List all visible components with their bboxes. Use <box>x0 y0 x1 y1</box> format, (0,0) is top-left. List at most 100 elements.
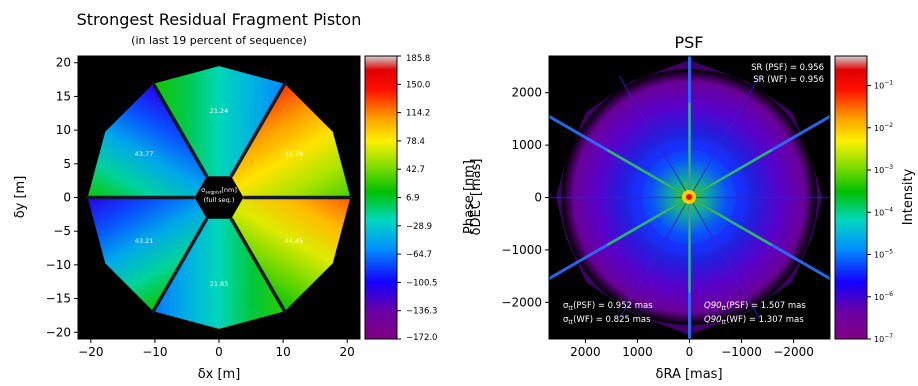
colorbar-tick-label: 10−1 <box>874 80 893 91</box>
x-tick-label: 0 <box>215 345 223 359</box>
colorbar-tick-label: 114.2 <box>406 109 430 119</box>
y-tick-label: 20 <box>56 56 71 70</box>
fragment-std-label: 44.45 <box>285 237 304 245</box>
x-tick-label: −20 <box>78 345 103 359</box>
x-tick-label: 1000 <box>622 345 653 359</box>
colorbar-tick-label: −28.9 <box>406 222 432 232</box>
intensity-colorbar-label: Intensity <box>901 168 916 225</box>
colorbar-tick-label: 6.9 <box>406 194 420 204</box>
spider-arm <box>229 81 288 178</box>
center-label-line2: (full seq.) <box>204 196 235 204</box>
sigma-wf-label: σtt(WF) = 0.825 mas <box>563 315 651 326</box>
left-x-axis: −20 −10 0 10 20 <box>78 339 355 359</box>
right-panel: PSF SR (PSF) = 0.956 SR (WF) = 0.956 σtt… <box>469 33 916 382</box>
spider-arm <box>150 81 209 178</box>
colorbar-tick-label: 150.0 <box>406 80 430 90</box>
fragment-std-label: 42.76 <box>285 150 304 158</box>
fragment-std-label: 43.77 <box>135 150 154 158</box>
y-tick-label: −1000 <box>501 243 542 257</box>
y-tick-label: 0 <box>63 191 71 205</box>
colorbar-tick-label: 42.7 <box>406 165 425 175</box>
psf-secondary-spike <box>688 197 761 320</box>
colorbar-tick-label: −136.3 <box>406 307 437 317</box>
intensity-colorbar-ticks: 10−1 10−2 10−3 10−4 10−5 10−6 10−7 <box>867 80 893 344</box>
center-label-sigma: σ <box>201 186 205 194</box>
sr-wf-label: SR (WF) = 0.956 <box>753 75 824 85</box>
left-y-axis: 20 15 10 5 0 −5 −10 −15 −20 <box>46 56 78 339</box>
fragment-lower-left <box>87 197 207 312</box>
y-tick-label: 5 <box>63 157 71 171</box>
y-tick-label: −20 <box>46 325 71 339</box>
phase-colorbar-ticks: 185.8 150.0 114.2 78.4 42.7 6.9 −28.9 −64.7 −100… <box>397 54 437 343</box>
fragment-top <box>153 66 285 177</box>
center-label: σsegpist[nm] (full seq.) <box>201 186 237 204</box>
colorbar-tick-label: −64.7 <box>406 250 432 260</box>
x-tick-label: 10 <box>275 345 290 359</box>
psf-image <box>549 56 830 339</box>
psf-secondary-spike <box>688 75 761 198</box>
left-xlabel: δx [m] <box>198 367 241 382</box>
fragment-bottom <box>153 218 285 329</box>
colorbar-tick-label: 10−4 <box>874 206 893 217</box>
y-tick-label: 10 <box>56 123 71 137</box>
psf-secondary-spike <box>618 197 691 320</box>
y-tick-label: −5 <box>53 224 71 238</box>
right-ylabel: δDEC [mas] <box>469 159 484 236</box>
colorbar-tick-label: 10−5 <box>874 249 893 260</box>
colorbar-tick-label: 10−3 <box>874 164 893 175</box>
fragment-std-labels: 21.24 43.77 43.21 21.83 44.45 42.76 <box>135 107 303 288</box>
y-tick-label: −10 <box>46 258 71 272</box>
x-tick-label: −2000 <box>773 345 814 359</box>
y-tick-label: 15 <box>56 89 71 103</box>
center-label-rest: [nm] <box>221 186 237 194</box>
colorbar-tick-label: −172.0 <box>406 333 437 343</box>
colorbar-tick-label: 10−2 <box>874 122 893 133</box>
svg-text:σsegpist[nm]: σsegpist[nm] <box>201 186 237 196</box>
psf-spike-core <box>606 149 691 199</box>
psf-annotations: SR (PSF) = 0.956 SR (WF) = 0.956 σtt(PSF… <box>563 63 824 326</box>
y-tick-label: 2000 <box>511 86 542 100</box>
psf-spike-core <box>688 149 773 199</box>
central-obscuration <box>194 176 244 219</box>
right-title: PSF <box>674 33 703 52</box>
spider-arm <box>150 217 209 314</box>
fragment-std-label: 43.21 <box>135 237 154 245</box>
x-tick-label: 20 <box>340 345 355 359</box>
fragment-std-label: 21.24 <box>210 107 229 115</box>
left-panel: Strongest Residual Fragment Piston (in l… <box>13 10 477 382</box>
intensity-colorbar <box>834 55 868 340</box>
colorbar-tick-label: 10−6 <box>874 291 893 302</box>
right-x-axis: 2000 1000 0 −1000 −2000 <box>570 339 814 359</box>
colorbar-tick-label: 78.4 <box>406 137 425 147</box>
y-tick-label: 1000 <box>511 138 542 152</box>
colorbar-tick-label: −100.5 <box>406 278 437 288</box>
left-ylabel: δy [m] <box>13 176 28 219</box>
phase-colorbar <box>364 55 398 340</box>
colorbar-tick-label: 185.8 <box>406 54 430 64</box>
center-label-sub: segpist <box>205 190 221 196</box>
fragment-lower-right <box>231 197 351 312</box>
spider-arm <box>229 217 288 314</box>
sigma-psf-label: σtt(PSF) = 0.952 mas <box>563 301 653 312</box>
pupil-fragments <box>87 66 351 329</box>
left-title: Strongest Residual Fragment Piston <box>77 10 362 29</box>
psf-spike-core <box>688 196 773 246</box>
x-tick-label: −1000 <box>721 345 762 359</box>
fragment-upper-right <box>231 83 351 198</box>
q90-psf-label: Q90tt(PSF) = 1.507 mas <box>704 301 806 312</box>
fragment-std-label: 21.83 <box>210 280 229 288</box>
psf-spike-core <box>606 196 691 246</box>
y-tick-label: −15 <box>46 292 71 306</box>
x-tick-label: 2000 <box>570 345 601 359</box>
left-subtitle: (in last 19 percent of sequence) <box>131 34 307 47</box>
fragment-upper-left <box>87 83 207 198</box>
psf-diffraction-spikes <box>549 56 830 339</box>
right-xlabel: δRA [mas] <box>655 367 722 382</box>
x-tick-label: 0 <box>686 345 694 359</box>
y-tick-label: −2000 <box>501 295 542 309</box>
q90-wf-label: Q90tt(WF) = 1.307 mas <box>704 315 804 326</box>
psf-core <box>686 194 692 200</box>
psf-secondary-spike <box>618 75 691 198</box>
colorbar-tick-label: 10−7 <box>874 333 893 344</box>
